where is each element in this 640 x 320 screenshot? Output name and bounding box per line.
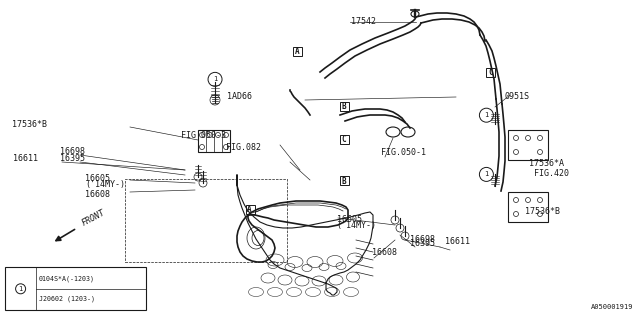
Text: 17536*B: 17536*B xyxy=(525,207,560,216)
Text: 16605: 16605 xyxy=(85,174,110,183)
Text: 16608: 16608 xyxy=(372,248,397,257)
Text: FIG.082: FIG.082 xyxy=(226,143,261,152)
Bar xyxy=(508,192,548,222)
Text: FRONT: FRONT xyxy=(80,208,106,228)
Text: 16698: 16698 xyxy=(60,147,84,156)
Text: A: A xyxy=(294,47,300,56)
Text: 0951S: 0951S xyxy=(505,92,530,101)
Text: C: C xyxy=(488,68,493,77)
Text: 1: 1 xyxy=(484,112,488,118)
Text: 16608: 16608 xyxy=(85,190,110,199)
Text: 17542: 17542 xyxy=(351,17,376,26)
Bar xyxy=(340,101,349,110)
Bar xyxy=(125,179,287,262)
Text: 16605: 16605 xyxy=(337,215,362,224)
Bar xyxy=(340,176,349,185)
Text: 1: 1 xyxy=(19,286,23,292)
Text: 16698: 16698 xyxy=(410,235,435,244)
Text: 17536*A: 17536*A xyxy=(529,159,564,168)
Text: FIG.420: FIG.420 xyxy=(534,169,569,178)
Bar xyxy=(340,134,349,143)
Text: ('14MY-): ('14MY-) xyxy=(337,221,376,230)
Text: 16395: 16395 xyxy=(410,239,435,248)
Text: 17536*B: 17536*B xyxy=(12,120,47,129)
Bar xyxy=(5,267,146,310)
Bar xyxy=(246,204,255,214)
Bar xyxy=(293,47,302,56)
Text: 1: 1 xyxy=(213,76,217,82)
Text: 0104S*A(-1203): 0104S*A(-1203) xyxy=(39,276,95,282)
Text: 16611: 16611 xyxy=(445,237,470,246)
Text: B: B xyxy=(341,102,346,111)
Text: A: A xyxy=(247,205,252,214)
Text: 16611: 16611 xyxy=(13,154,38,163)
Bar xyxy=(198,130,230,152)
Bar xyxy=(486,68,495,77)
Bar xyxy=(508,130,548,160)
Text: B: B xyxy=(341,177,346,186)
Text: 16395: 16395 xyxy=(60,154,84,163)
Text: ('14MY-): ('14MY-) xyxy=(85,180,125,189)
Text: FIG.050-3: FIG.050-3 xyxy=(181,131,226,140)
Text: 1: 1 xyxy=(484,172,488,177)
Text: J20602 (1203-): J20602 (1203-) xyxy=(39,295,95,302)
Text: 1AD66: 1AD66 xyxy=(227,92,252,101)
Text: FIG.050-1: FIG.050-1 xyxy=(381,148,426,157)
Text: C: C xyxy=(341,135,346,144)
Text: A050001919: A050001919 xyxy=(591,304,634,310)
